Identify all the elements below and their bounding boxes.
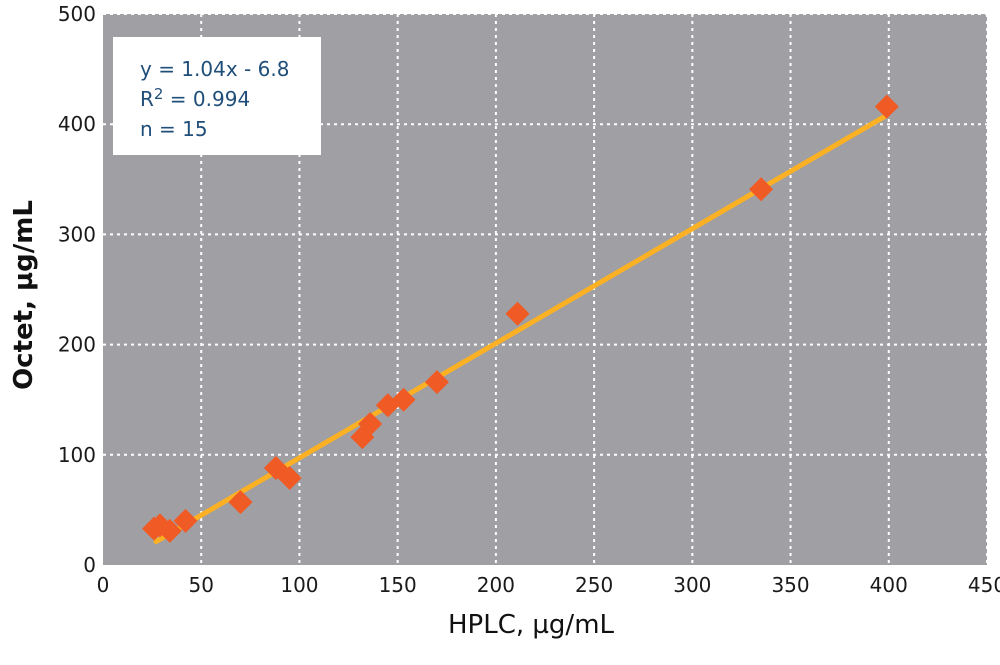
y-axis-title: Octet, µg/mL [9, 200, 39, 390]
data-points [142, 94, 899, 543]
y-tick-label: 400 [58, 112, 96, 136]
x-tick-label: 150 [379, 573, 417, 597]
data-point [358, 411, 383, 436]
gridlines [103, 13, 988, 565]
y-tick-label: 0 [83, 553, 96, 577]
annotation-box: y = 1.04x - 6.8 R2 = 0.994 n = 15 [113, 37, 321, 155]
x-tick-label: 300 [673, 573, 711, 597]
x-tick-label: 400 [870, 573, 908, 597]
data-point [391, 387, 416, 412]
data-point [228, 490, 253, 515]
x-tick-label: 350 [771, 573, 809, 597]
x-tick-label: 200 [477, 573, 515, 597]
y-tick-labels: 0 100 200 300 400 500 [58, 2, 96, 577]
r-squared-label: R2 = 0.994 [140, 85, 250, 111]
y-tick-label: 200 [58, 333, 96, 357]
x-tick-labels: 0 50 100 150 200 250 300 350 400 450 [97, 573, 1000, 597]
data-point [874, 94, 899, 119]
data-point [749, 177, 774, 202]
y-tick-label: 100 [58, 443, 96, 467]
data-point [277, 465, 302, 490]
data-point [173, 508, 198, 533]
equation-label: y = 1.04x - 6.8 [140, 57, 289, 81]
x-axis-title: HPLC, µg/mL [448, 610, 615, 640]
data-point [424, 370, 449, 395]
x-tick-label: 50 [188, 573, 213, 597]
data-point [157, 518, 182, 543]
sample-count-label: n = 15 [140, 117, 208, 141]
y-tick-label: 300 [58, 222, 96, 246]
x-tick-label: 0 [97, 573, 110, 597]
x-tick-label: 250 [575, 573, 613, 597]
x-tick-label: 450 [968, 573, 1000, 597]
y-tick-label: 500 [58, 2, 96, 26]
x-tick-label: 100 [280, 573, 318, 597]
data-point [505, 301, 530, 326]
